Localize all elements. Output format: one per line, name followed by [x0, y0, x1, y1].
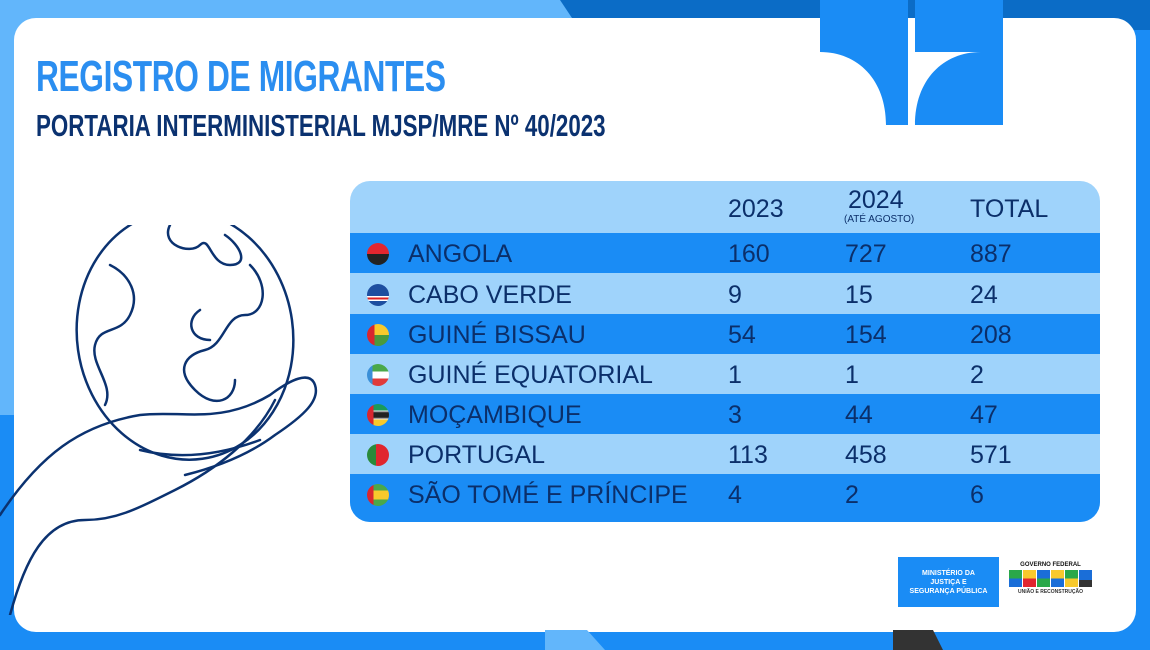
value-2024: 2	[845, 481, 859, 509]
country-name: GUINÉ BISSAU	[408, 321, 586, 349]
angola-flag-icon	[367, 243, 389, 265]
gov-top-text: GOVERNO FEDERAL	[1020, 562, 1081, 568]
country-name: SÃO TOMÉ E PRÍNCIPE	[408, 481, 688, 509]
value-2024: 15	[845, 281, 873, 309]
page-title: REGISTRO DE MIGRANTES	[36, 52, 446, 101]
ministry-logo: MINISTÉRIO DA JUSTIÇA E SEGURANÇA PÚBLIC…	[898, 557, 999, 607]
value-2023: 4	[728, 481, 742, 509]
guine-equatorial-flag-icon	[367, 364, 389, 386]
country-name: MOÇAMBIQUE	[408, 401, 582, 429]
ministry-text: MINISTÉRIO DA	[922, 570, 975, 577]
country-name: PORTUGAL	[408, 441, 546, 469]
table-row: MOÇAMBIQUE 3 44 47	[350, 394, 1100, 434]
country-name: ANGOLA	[408, 240, 513, 268]
value-2023: 113	[728, 441, 768, 469]
governo-federal-logo: GOVERNO FEDERAL UNIÃO E RECONSTRUÇÃO	[1008, 562, 1093, 595]
gov-bottom-text: UNIÃO E RECONSTRUÇÃO	[1017, 589, 1083, 595]
table-row: GUINÉ BISSAU 54 154 208	[350, 314, 1100, 354]
value-total: 571	[970, 441, 1012, 469]
value-2023: 3	[728, 401, 742, 429]
value-total: 47	[970, 401, 998, 429]
country-name: CABO VERDE	[408, 281, 572, 309]
background-accent	[893, 630, 943, 650]
ministry-text: JUSTIÇA E	[930, 579, 967, 586]
mocambique-flag-icon	[367, 404, 389, 426]
background-accent	[545, 630, 605, 650]
country-name: GUINÉ EQUATORIAL	[408, 361, 653, 389]
guine-bissau-flag-icon	[367, 324, 389, 346]
value-total: 887	[970, 240, 1012, 268]
seventy-seven-logo-icon	[820, 0, 1003, 125]
portugal-flag-icon	[367, 444, 389, 466]
value-2024: 1	[845, 361, 859, 389]
sao-tome-flag-icon	[367, 484, 389, 506]
value-total: 24	[970, 281, 998, 309]
header-total: TOTAL	[970, 195, 1049, 223]
page-subtitle: PORTARIA INTERMINISTERIAL MJSP/MRE Nº 40…	[36, 108, 606, 143]
globe-in-hand-icon	[0, 225, 318, 615]
table-row: GUINÉ EQUATORIAL 1 1 2	[350, 354, 1100, 394]
table-row: CABO VERDE 9 15 24	[350, 274, 1100, 314]
value-total: 6	[970, 481, 984, 509]
header-2023: 2023	[728, 195, 784, 223]
value-2023: 160	[728, 240, 770, 268]
value-total: 2	[970, 361, 984, 389]
value-2024: 458	[845, 441, 887, 469]
table-row: ANGOLA 160 727 887	[350, 233, 1100, 273]
cabo-verde-flag-icon	[367, 284, 389, 306]
value-2024: 727	[845, 240, 887, 268]
header-2024: 2024	[848, 186, 904, 214]
brasil-logo-icon	[1008, 570, 1093, 587]
table-row: PORTUGAL 113 458 571	[350, 434, 1100, 474]
ministry-text: SEGURANÇA PÚBLICA	[909, 588, 988, 595]
migrants-table: 2023 2024 (ATÉ AGOSTO) TOTAL ANGOLA 160 …	[350, 181, 1100, 522]
value-total: 208	[970, 321, 1012, 349]
header-2024-note: (ATÉ AGOSTO)	[844, 214, 915, 225]
value-2024: 44	[845, 401, 873, 429]
value-2023: 54	[728, 321, 756, 349]
value-2023: 9	[728, 281, 742, 309]
table-row: SÃO TOMÉ E PRÍNCIPE 4 2 6	[350, 474, 1100, 522]
value-2024: 154	[845, 321, 887, 349]
value-2023: 1	[728, 361, 742, 389]
table-header: 2023 2024 (ATÉ AGOSTO) TOTAL	[350, 181, 1100, 233]
